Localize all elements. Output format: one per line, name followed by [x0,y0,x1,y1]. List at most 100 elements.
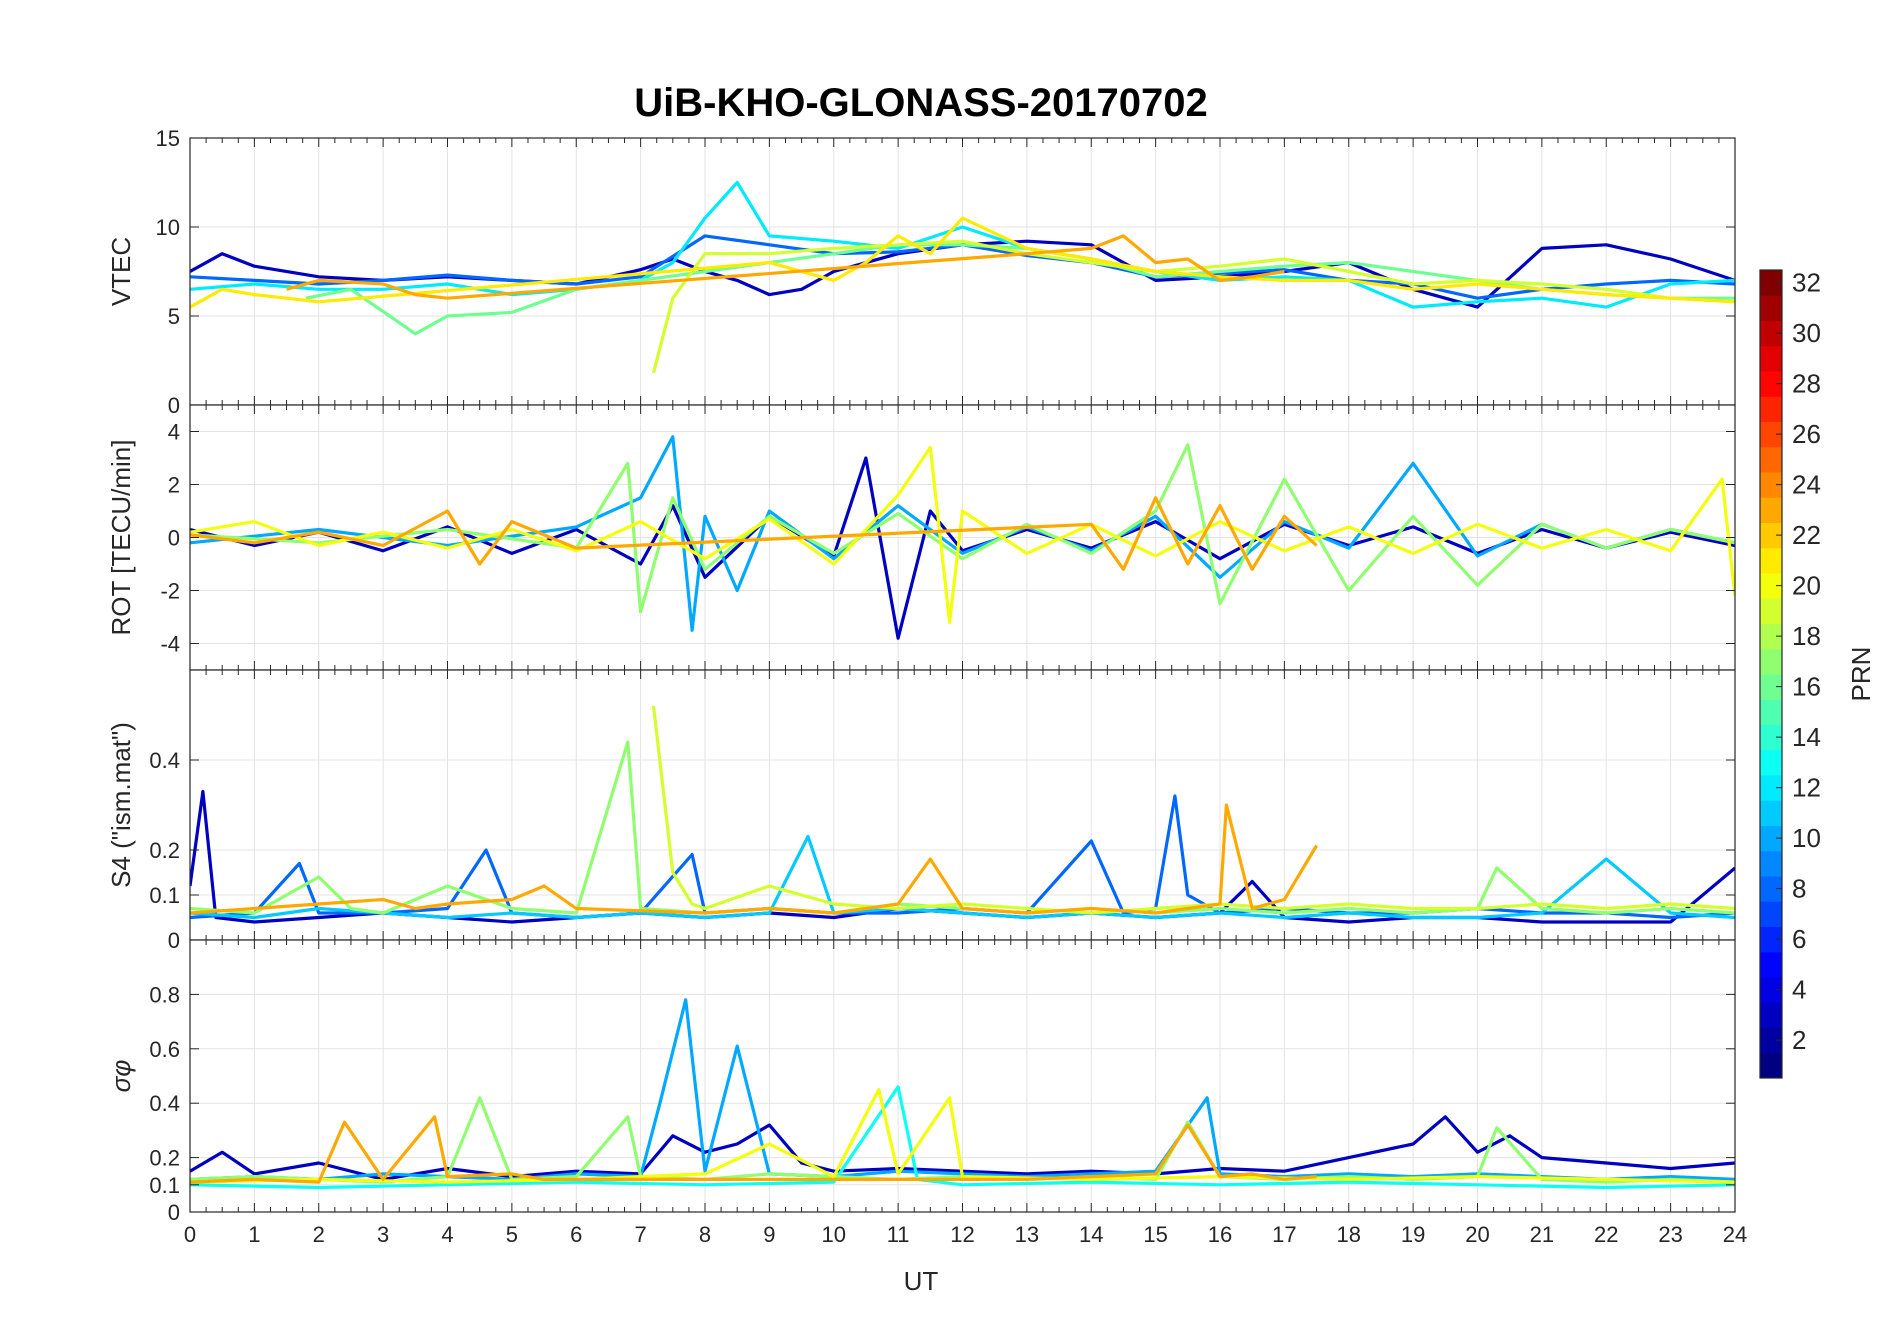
colorbar-segment [1760,295,1782,321]
y-tick-label: 0.2 [149,838,180,863]
x-tick-label: 20 [1465,1222,1489,1247]
y-axis-label: σφ [106,1060,136,1093]
x-tick-label: 23 [1658,1222,1682,1247]
x-tick-label: 3 [377,1222,389,1247]
colorbar-segment [1760,396,1782,422]
colorbar-segment [1760,446,1782,473]
y-tick-label: 0.8 [149,982,180,1007]
y-tick-label: 0.4 [149,1091,180,1116]
colorbar-segment [1760,320,1782,347]
colorbar-segment [1760,623,1782,650]
chart-title: UiB-KHO-GLONASS-20170702 [634,81,1208,125]
colorbar-tick-label: 24 [1792,470,1821,500]
x-tick-label: 18 [1337,1222,1361,1247]
colorbar-segment [1760,648,1782,675]
colorbar-segment [1760,1052,1782,1079]
colorbar-tick-label: 2 [1792,1025,1806,1055]
colorbar-segment [1760,800,1782,826]
colorbar-tick-label: 16 [1792,672,1821,702]
y-tick-label: 10 [156,215,180,240]
x-tick-label: 11 [887,1222,910,1247]
x-tick-label: 2 [313,1222,325,1247]
x-tick-label: 17 [1272,1222,1296,1247]
x-tick-label: 10 [822,1222,846,1247]
y-axis-label: ROT [TECU/min] [106,440,136,636]
x-tick-label: 12 [950,1222,974,1247]
colorbar-segment [1760,724,1782,751]
colorbar-segment [1760,421,1782,448]
panel-3: 0 0.1 0.2 0.4 S4 ("ism.mat") [106,669,1736,953]
colorbar-tick-label: 28 [1792,369,1821,399]
series-line-prn-23 [190,803,1318,915]
colorbar-segment [1760,850,1782,877]
colorbar-tick-label: 10 [1792,823,1821,853]
colorbar-segment [1760,775,1782,801]
colorbar-segment [1760,1002,1782,1028]
colorbar-segment [1760,977,1782,1003]
colorbar-tick-label: 6 [1792,924,1806,954]
colorbar-segment [1760,598,1782,624]
y-tick-label: 2 [168,473,180,498]
colorbar-segment [1760,901,1782,927]
x-tick-label: 19 [1401,1222,1425,1247]
y-tick-label: 0 [168,526,180,551]
colorbar-segment [1760,497,1782,523]
y-tick-label: -4 [160,632,180,657]
colorbar-segment [1760,522,1782,549]
series-group [190,180,1735,374]
colorbar-segment [1760,825,1782,852]
x-tick-label: 22 [1594,1222,1618,1247]
colorbar-tick-label: 18 [1792,621,1821,651]
colorbar-segment [1760,876,1782,902]
colorbar-label: PRN [1846,647,1876,702]
colorbar-segment [1760,345,1782,372]
colorbar-segment [1760,926,1782,953]
colorbar-frame [1759,269,1783,1079]
y-tick-label: 0 [168,1200,180,1225]
x-tick-label: 13 [1015,1222,1039,1247]
series-line-prn-10 [190,435,1735,632]
series-line-prn-20 [190,1087,1735,1184]
colorbar-tick-label: 8 [1792,874,1806,904]
x-tick-label: 9 [763,1222,775,1247]
y-tick-label: 0 [168,928,180,953]
x-tick-label: 16 [1208,1222,1232,1247]
colorbar-tick-label: 20 [1792,571,1821,601]
colorbar-tick-label: 32 [1792,268,1821,298]
y-tick-label: 0 [168,393,180,418]
x-tick-label: 15 [1143,1222,1167,1247]
x-tick-label: 7 [635,1222,647,1247]
colorbar-tick-label: 26 [1792,419,1821,449]
x-tick-label: 0 [184,1222,196,1247]
colorbar-segment [1760,1027,1782,1054]
colorbar-tick-label: 22 [1792,520,1821,550]
y-tick-label: 0.1 [149,1173,180,1198]
series-line-prn-23 [286,234,1285,300]
y-tick-label: 5 [168,304,180,329]
y-tick-label: -2 [160,579,180,604]
x-tick-label: 24 [1723,1222,1747,1247]
colorbar-tick-label: 14 [1792,722,1821,752]
series-line-prn-23 [190,1115,1317,1184]
y-tick-label: 15 [156,126,180,151]
y-tick-label: 4 [168,420,180,445]
panel-1: 0 5 10 15 VTEC [106,126,1736,418]
x-tick-label: 8 [699,1222,711,1247]
colorbar-segment [1760,674,1782,700]
y-axis-label: VTEC [106,237,136,306]
series-line-prn-21 [190,216,1735,309]
panel-4: 00.10.2 0.4 0.6 0.8 σφ [106,939,1736,1225]
colorbar-segment [1760,270,1782,296]
x-tick-label: 1 [248,1222,260,1247]
series-group [190,998,1735,1190]
colorbar-segment [1760,547,1782,574]
y-tick-label: 0.6 [149,1037,180,1062]
x-tick-label: 5 [506,1222,518,1247]
x-tick-label: 4 [441,1222,453,1247]
colorbar-segment [1760,951,1782,978]
panel-frame [189,939,1736,1213]
colorbar-tick-label: 12 [1792,773,1821,803]
